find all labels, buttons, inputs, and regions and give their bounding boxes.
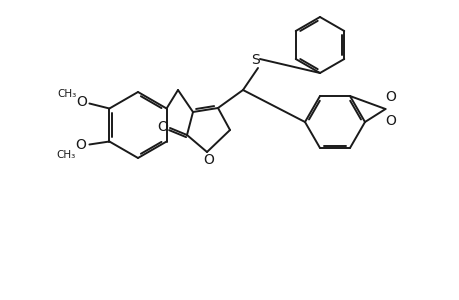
Text: O: O (384, 114, 395, 128)
Text: S: S (251, 53, 260, 67)
Text: O: O (75, 137, 86, 152)
Text: O: O (203, 153, 214, 167)
Text: O: O (384, 90, 395, 104)
Text: O: O (76, 94, 87, 109)
Text: CH₃: CH₃ (56, 149, 76, 160)
Text: CH₃: CH₃ (58, 88, 77, 98)
Text: O: O (157, 120, 168, 134)
